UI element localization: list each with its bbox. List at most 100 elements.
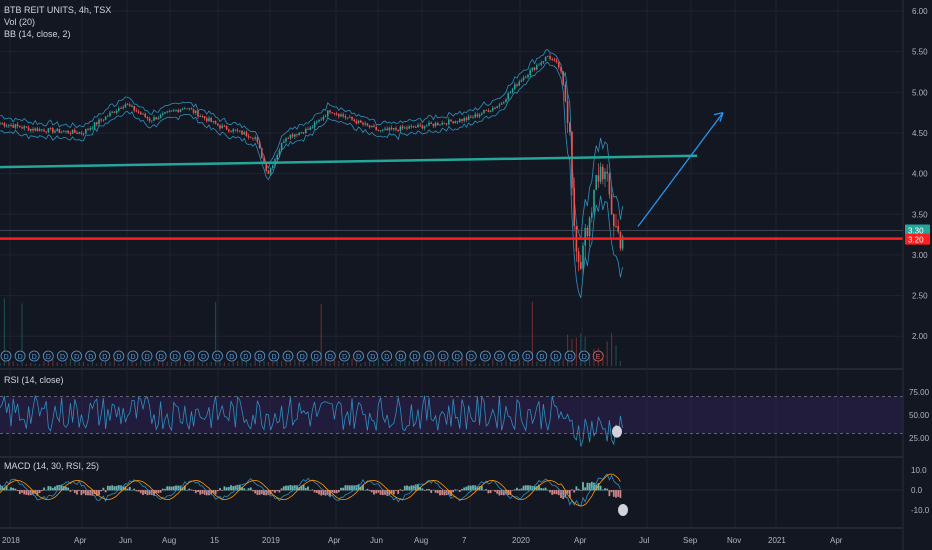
volume-bar: [518, 358, 520, 366]
dividend-marker[interactable]: [42, 350, 54, 362]
candle-body: [179, 109, 182, 112]
dividend-marker[interactable]: [282, 350, 294, 362]
dividend-marker[interactable]: [536, 350, 548, 362]
macd-histogram-bar: [362, 484, 364, 491]
dividend-marker[interactable]: [254, 350, 266, 362]
candle-body: [562, 71, 564, 85]
dividend-marker[interactable]: [240, 350, 252, 362]
candle-body: [131, 106, 133, 107]
candle-body: [368, 125, 371, 128]
macd-histogram-bar: [252, 490, 254, 492]
volume-legend[interactable]: Vol (20): [4, 17, 36, 27]
macd-legend[interactable]: MACD (14, 30, RSI, 25): [4, 461, 100, 471]
dividend-marker[interactable]: [423, 350, 435, 362]
dividend-marker[interactable]: [437, 350, 449, 362]
dividend-marker[interactable]: [324, 350, 336, 362]
macd-histogram-bar: [98, 490, 100, 496]
dividend-marker[interactable]: [367, 350, 379, 362]
macd-histogram-bar: [271, 490, 274, 492]
earnings-marker[interactable]: [592, 350, 604, 362]
candle-body: [71, 129, 74, 134]
candle-body: [0, 123, 1, 125]
chart-title[interactable]: BTB REIT UNITS, 4h, TSX: [4, 5, 112, 15]
dividend-marker[interactable]: [99, 350, 111, 362]
projection-arrow[interactable]: [637, 112, 724, 227]
dividend-marker[interactable]: [113, 350, 125, 362]
volume-bar: [171, 361, 173, 366]
candle-body: [203, 116, 206, 119]
macd-histogram-bar: [505, 490, 507, 495]
volume-bar: [523, 360, 525, 366]
macd-histogram-bar: [469, 485, 472, 491]
macd-histogram-bar: [344, 485, 347, 491]
dividend-marker[interactable]: [155, 350, 167, 362]
dividend-marker[interactable]: [212, 350, 223, 362]
macd-histogram-bar: [115, 485, 118, 491]
dividend-marker[interactable]: [494, 350, 505, 362]
volume-bar: [232, 361, 234, 366]
candle-body: [80, 132, 83, 134]
dividend-marker[interactable]: [71, 350, 82, 362]
dividend-marker[interactable]: [127, 350, 139, 362]
volume-bar: [105, 358, 107, 366]
dividend-marker[interactable]: [226, 350, 238, 362]
volume-bar: [606, 341, 608, 366]
dividend-marker[interactable]: [0, 350, 12, 362]
candle-body: [430, 122, 432, 124]
dividend-marker[interactable]: [508, 350, 519, 362]
bollinger-legend[interactable]: BB (14, close, 2): [4, 29, 71, 39]
current-price-tag[interactable]: [905, 224, 930, 236]
dividend-marker[interactable]: [141, 350, 153, 362]
candle-body: [329, 110, 331, 113]
dividend-marker[interactable]: [85, 350, 96, 362]
dividend-marker[interactable]: [14, 350, 26, 362]
candle-body: [461, 119, 463, 121]
dividend-marker[interactable]: [197, 350, 209, 362]
volume-bar: [320, 303, 322, 366]
rsi-pane[interactable]: [0, 394, 903, 447]
dividend-marker[interactable]: [522, 350, 534, 362]
candle-body: [582, 245, 584, 269]
macd-histogram-bar: [513, 489, 516, 491]
candle-body: [485, 109, 487, 111]
dividend-marker[interactable]: [183, 350, 195, 362]
dividend-marker[interactable]: [353, 350, 364, 362]
macd-histogram-bar: [388, 490, 391, 495]
dividend-marker[interactable]: [169, 350, 181, 362]
volume-bar: [351, 358, 353, 366]
marker-letter: D: [159, 354, 164, 361]
rsi-legend[interactable]: RSI (14, close): [4, 375, 64, 385]
volume-bar: [501, 361, 503, 366]
dividend-marker[interactable]: [578, 350, 590, 362]
current-price-value: 3.30: [908, 227, 924, 236]
macd-histogram-bar: [553, 490, 556, 495]
macd-histogram-bar: [604, 488, 606, 491]
candle-body: [43, 129, 45, 132]
dividend-marker[interactable]: [479, 350, 491, 362]
dividend-marker[interactable]: [451, 350, 463, 362]
dividend-marker[interactable]: [338, 350, 350, 362]
dividend-marker[interactable]: [296, 350, 308, 362]
dividend-marker[interactable]: [395, 350, 407, 362]
dividend-marker[interactable]: [57, 350, 68, 362]
dividend-marker[interactable]: [28, 350, 40, 362]
dividend-marker[interactable]: [465, 350, 477, 362]
dividend-marker[interactable]: [550, 350, 562, 362]
macd-histogram-bar: [434, 490, 437, 493]
candle-body: [93, 122, 96, 128]
macd-histogram-bar: [489, 490, 492, 494]
candle-body: [621, 236, 624, 249]
dividend-marker[interactable]: [310, 350, 322, 362]
trend-line[interactable]: [0, 154, 698, 169]
dividend-marker[interactable]: [268, 350, 280, 362]
dividend-marker[interactable]: [381, 350, 393, 362]
price-axis[interactable]: 6.00 5.50 5.00 4.50 4.00 3.50 3.00 2.50 2.00 3.30…: [902, 0, 932, 550]
dividend-marker[interactable]: [564, 350, 576, 362]
macd-pane[interactable]: [0, 473, 903, 516]
time-axis[interactable]: 2018 Apr Jun Aug 15 2019 Apr Jun Aug 7 2020 Apr Jul S…: [2, 536, 843, 545]
candle-body: [30, 128, 32, 131]
support-price-tag[interactable]: [905, 233, 930, 245]
dividend-marker[interactable]: [409, 350, 421, 362]
